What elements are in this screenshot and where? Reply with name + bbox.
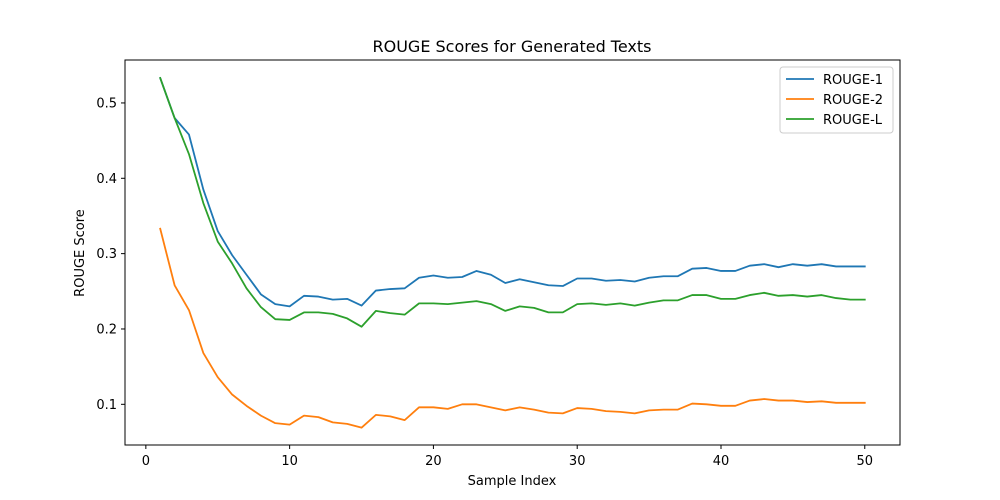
legend-label: ROUGE-2	[823, 93, 883, 108]
series-line-rouge-l	[159, 76, 866, 328]
y-axis-label: ROUGE Score	[73, 209, 88, 297]
y-tick-label: 0.4	[96, 172, 117, 187]
series-line-rouge-1	[159, 76, 866, 308]
y-tick-label: 0.5	[96, 96, 117, 111]
x-tick-label: 10	[281, 454, 298, 469]
legend-box	[779, 66, 894, 134]
series-line-rouge-2	[159, 227, 866, 429]
x-tick-label: 20	[425, 454, 442, 469]
axes-frame	[124, 59, 901, 446]
plot-area: 0 10 20 30 40 50 0.1 0.2 0.3 0.4 0.5	[96, 59, 901, 469]
legend-label: ROUGE-L	[823, 113, 883, 128]
x-tick-label: 0	[142, 454, 150, 469]
y-tick-label: 0.2	[96, 322, 117, 337]
x-tick-label: 50	[856, 454, 873, 469]
chart-title: ROUGE Scores for Generated Texts	[373, 37, 652, 56]
x-tick-label: 40	[713, 454, 730, 469]
y-tick-label: 0.1	[96, 398, 117, 413]
x-tick-label: 30	[569, 454, 586, 469]
y-tick-label: 0.3	[96, 247, 117, 262]
legend: ROUGE-1 ROUGE-2 ROUGE-L	[779, 66, 894, 134]
legend-label: ROUGE-1	[823, 73, 883, 88]
x-axis-label: Sample Index	[468, 474, 557, 489]
